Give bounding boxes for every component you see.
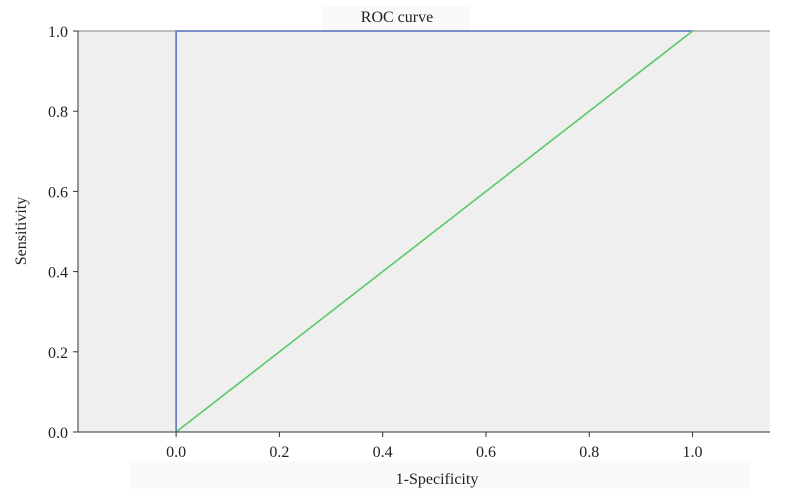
x-tick-label: 0.8 bbox=[579, 444, 599, 461]
x-axis-label: 1-Specificity bbox=[396, 471, 479, 488]
y-axis-ticks: 0.0 0.2 0.4 0.6 0.8 1.0 bbox=[48, 24, 78, 442]
x-tick-label: 0.4 bbox=[373, 444, 393, 461]
x-tick-label: 0.6 bbox=[476, 444, 496, 461]
y-tick-label: 0.2 bbox=[48, 345, 68, 362]
x-tick-label: 0.0 bbox=[166, 444, 186, 461]
title-background bbox=[322, 6, 470, 30]
y-tick-label: 0.0 bbox=[48, 425, 68, 442]
series-layer bbox=[175, 30, 694, 433]
x-axis-ticks: 0.0 0.2 0.4 0.6 0.8 1.0 bbox=[166, 432, 703, 461]
plot-area bbox=[78, 31, 770, 432]
x-tick-label: 0.2 bbox=[269, 444, 289, 461]
x-tick-label: 1.0 bbox=[683, 444, 703, 461]
y-tick-label: 0.6 bbox=[48, 184, 68, 201]
x-axis-label-background bbox=[130, 461, 750, 489]
y-tick-label: 0.4 bbox=[48, 265, 68, 282]
y-tick-label: 0.8 bbox=[48, 104, 68, 121]
y-axis-label: Sensitivity bbox=[13, 197, 30, 265]
series-line-1 bbox=[175, 30, 693, 432]
y-tick-label: 1.0 bbox=[48, 24, 68, 41]
chart-title: ROC curve bbox=[361, 9, 433, 26]
series-line-2 bbox=[175, 30, 694, 433]
